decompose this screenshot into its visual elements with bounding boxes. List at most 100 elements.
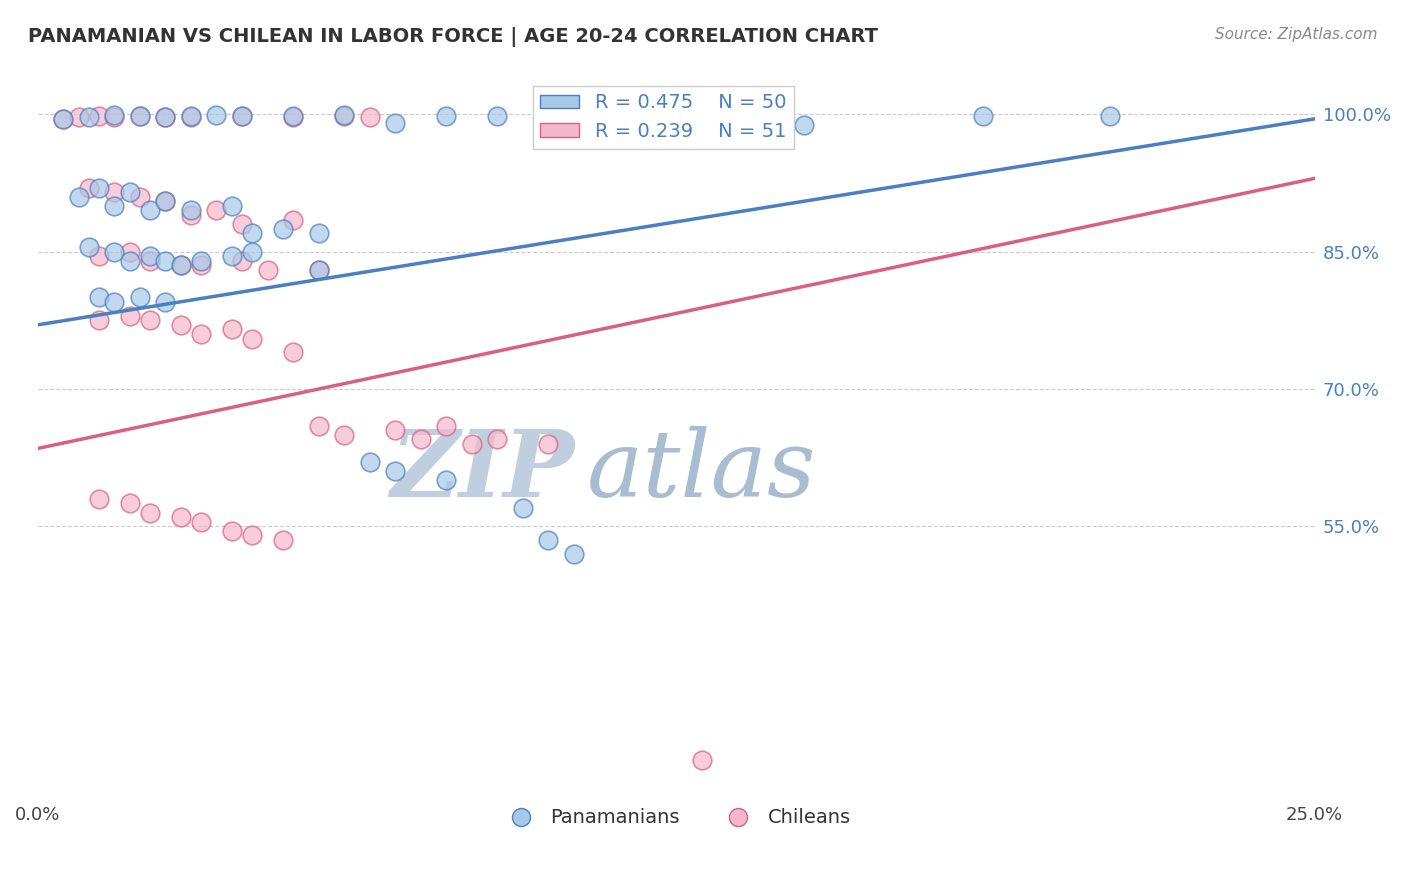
Point: [190, 326, 212, 341]
Point: [281, 212, 304, 227]
Point: [155, 253, 177, 268]
Point: [793, 118, 815, 132]
Point: [190, 258, 212, 272]
Point: [240, 227, 263, 241]
Point: [77, 240, 100, 254]
Point: [170, 318, 193, 332]
Point: [231, 109, 253, 123]
Point: [139, 249, 162, 263]
Point: [180, 110, 202, 124]
Point: [87, 180, 110, 194]
Point: [118, 496, 141, 510]
Point: [308, 263, 330, 277]
Point: [118, 244, 141, 259]
Point: [562, 547, 585, 561]
Point: [231, 217, 253, 231]
Point: [434, 418, 457, 433]
Point: [190, 253, 212, 268]
Point: [221, 322, 243, 336]
Point: [271, 221, 294, 235]
Point: [231, 109, 253, 123]
Point: [281, 109, 304, 123]
Point: [118, 253, 141, 268]
Point: [359, 455, 381, 469]
Point: [170, 258, 193, 272]
Point: [240, 528, 263, 542]
Point: [256, 263, 278, 277]
Point: [409, 432, 432, 446]
Point: [139, 506, 162, 520]
Point: [333, 108, 356, 122]
Point: [128, 290, 150, 304]
Point: [155, 110, 177, 124]
Point: [52, 112, 75, 126]
Point: [87, 491, 110, 506]
Point: [537, 121, 560, 136]
Text: atlas: atlas: [586, 426, 817, 516]
Point: [103, 110, 125, 124]
Point: [52, 112, 75, 126]
Point: [271, 533, 294, 547]
Point: [205, 203, 228, 218]
Point: [384, 423, 406, 437]
Point: [155, 295, 177, 310]
Point: [434, 109, 457, 123]
Text: Source: ZipAtlas.com: Source: ZipAtlas.com: [1215, 27, 1378, 42]
Point: [103, 295, 125, 310]
Point: [155, 194, 177, 209]
Point: [170, 510, 193, 524]
Text: ZIP: ZIP: [389, 426, 574, 516]
Point: [139, 203, 162, 218]
Point: [103, 108, 125, 122]
Point: [139, 313, 162, 327]
Point: [205, 108, 228, 122]
Point: [333, 427, 356, 442]
Point: [333, 109, 356, 123]
Point: [690, 753, 713, 767]
Point: [240, 244, 263, 259]
Point: [155, 194, 177, 209]
Point: [281, 345, 304, 359]
Point: [512, 500, 534, 515]
Point: [87, 313, 110, 327]
Legend: Panamanians, Chileans: Panamanians, Chileans: [494, 801, 858, 835]
Point: [384, 116, 406, 130]
Point: [972, 109, 994, 123]
Point: [434, 474, 457, 488]
Point: [486, 432, 509, 446]
Point: [103, 185, 125, 199]
Point: [486, 109, 509, 123]
Point: [67, 110, 90, 124]
Point: [118, 185, 141, 199]
Point: [359, 110, 381, 124]
Point: [128, 109, 150, 123]
Point: [103, 244, 125, 259]
Point: [128, 190, 150, 204]
Point: [170, 258, 193, 272]
Point: [180, 208, 202, 222]
Point: [190, 515, 212, 529]
Point: [461, 437, 484, 451]
Point: [155, 110, 177, 124]
Point: [308, 263, 330, 277]
Point: [128, 109, 150, 123]
Point: [87, 290, 110, 304]
Point: [308, 227, 330, 241]
Point: [87, 109, 110, 123]
Point: [77, 110, 100, 124]
Point: [384, 464, 406, 478]
Point: [240, 332, 263, 346]
Point: [180, 203, 202, 218]
Point: [1099, 109, 1122, 123]
Point: [537, 533, 560, 547]
Point: [308, 418, 330, 433]
Point: [118, 309, 141, 323]
Point: [180, 109, 202, 123]
Point: [231, 253, 253, 268]
Point: [139, 253, 162, 268]
Point: [77, 180, 100, 194]
Point: [221, 524, 243, 538]
Point: [221, 199, 243, 213]
Point: [537, 437, 560, 451]
Point: [103, 199, 125, 213]
